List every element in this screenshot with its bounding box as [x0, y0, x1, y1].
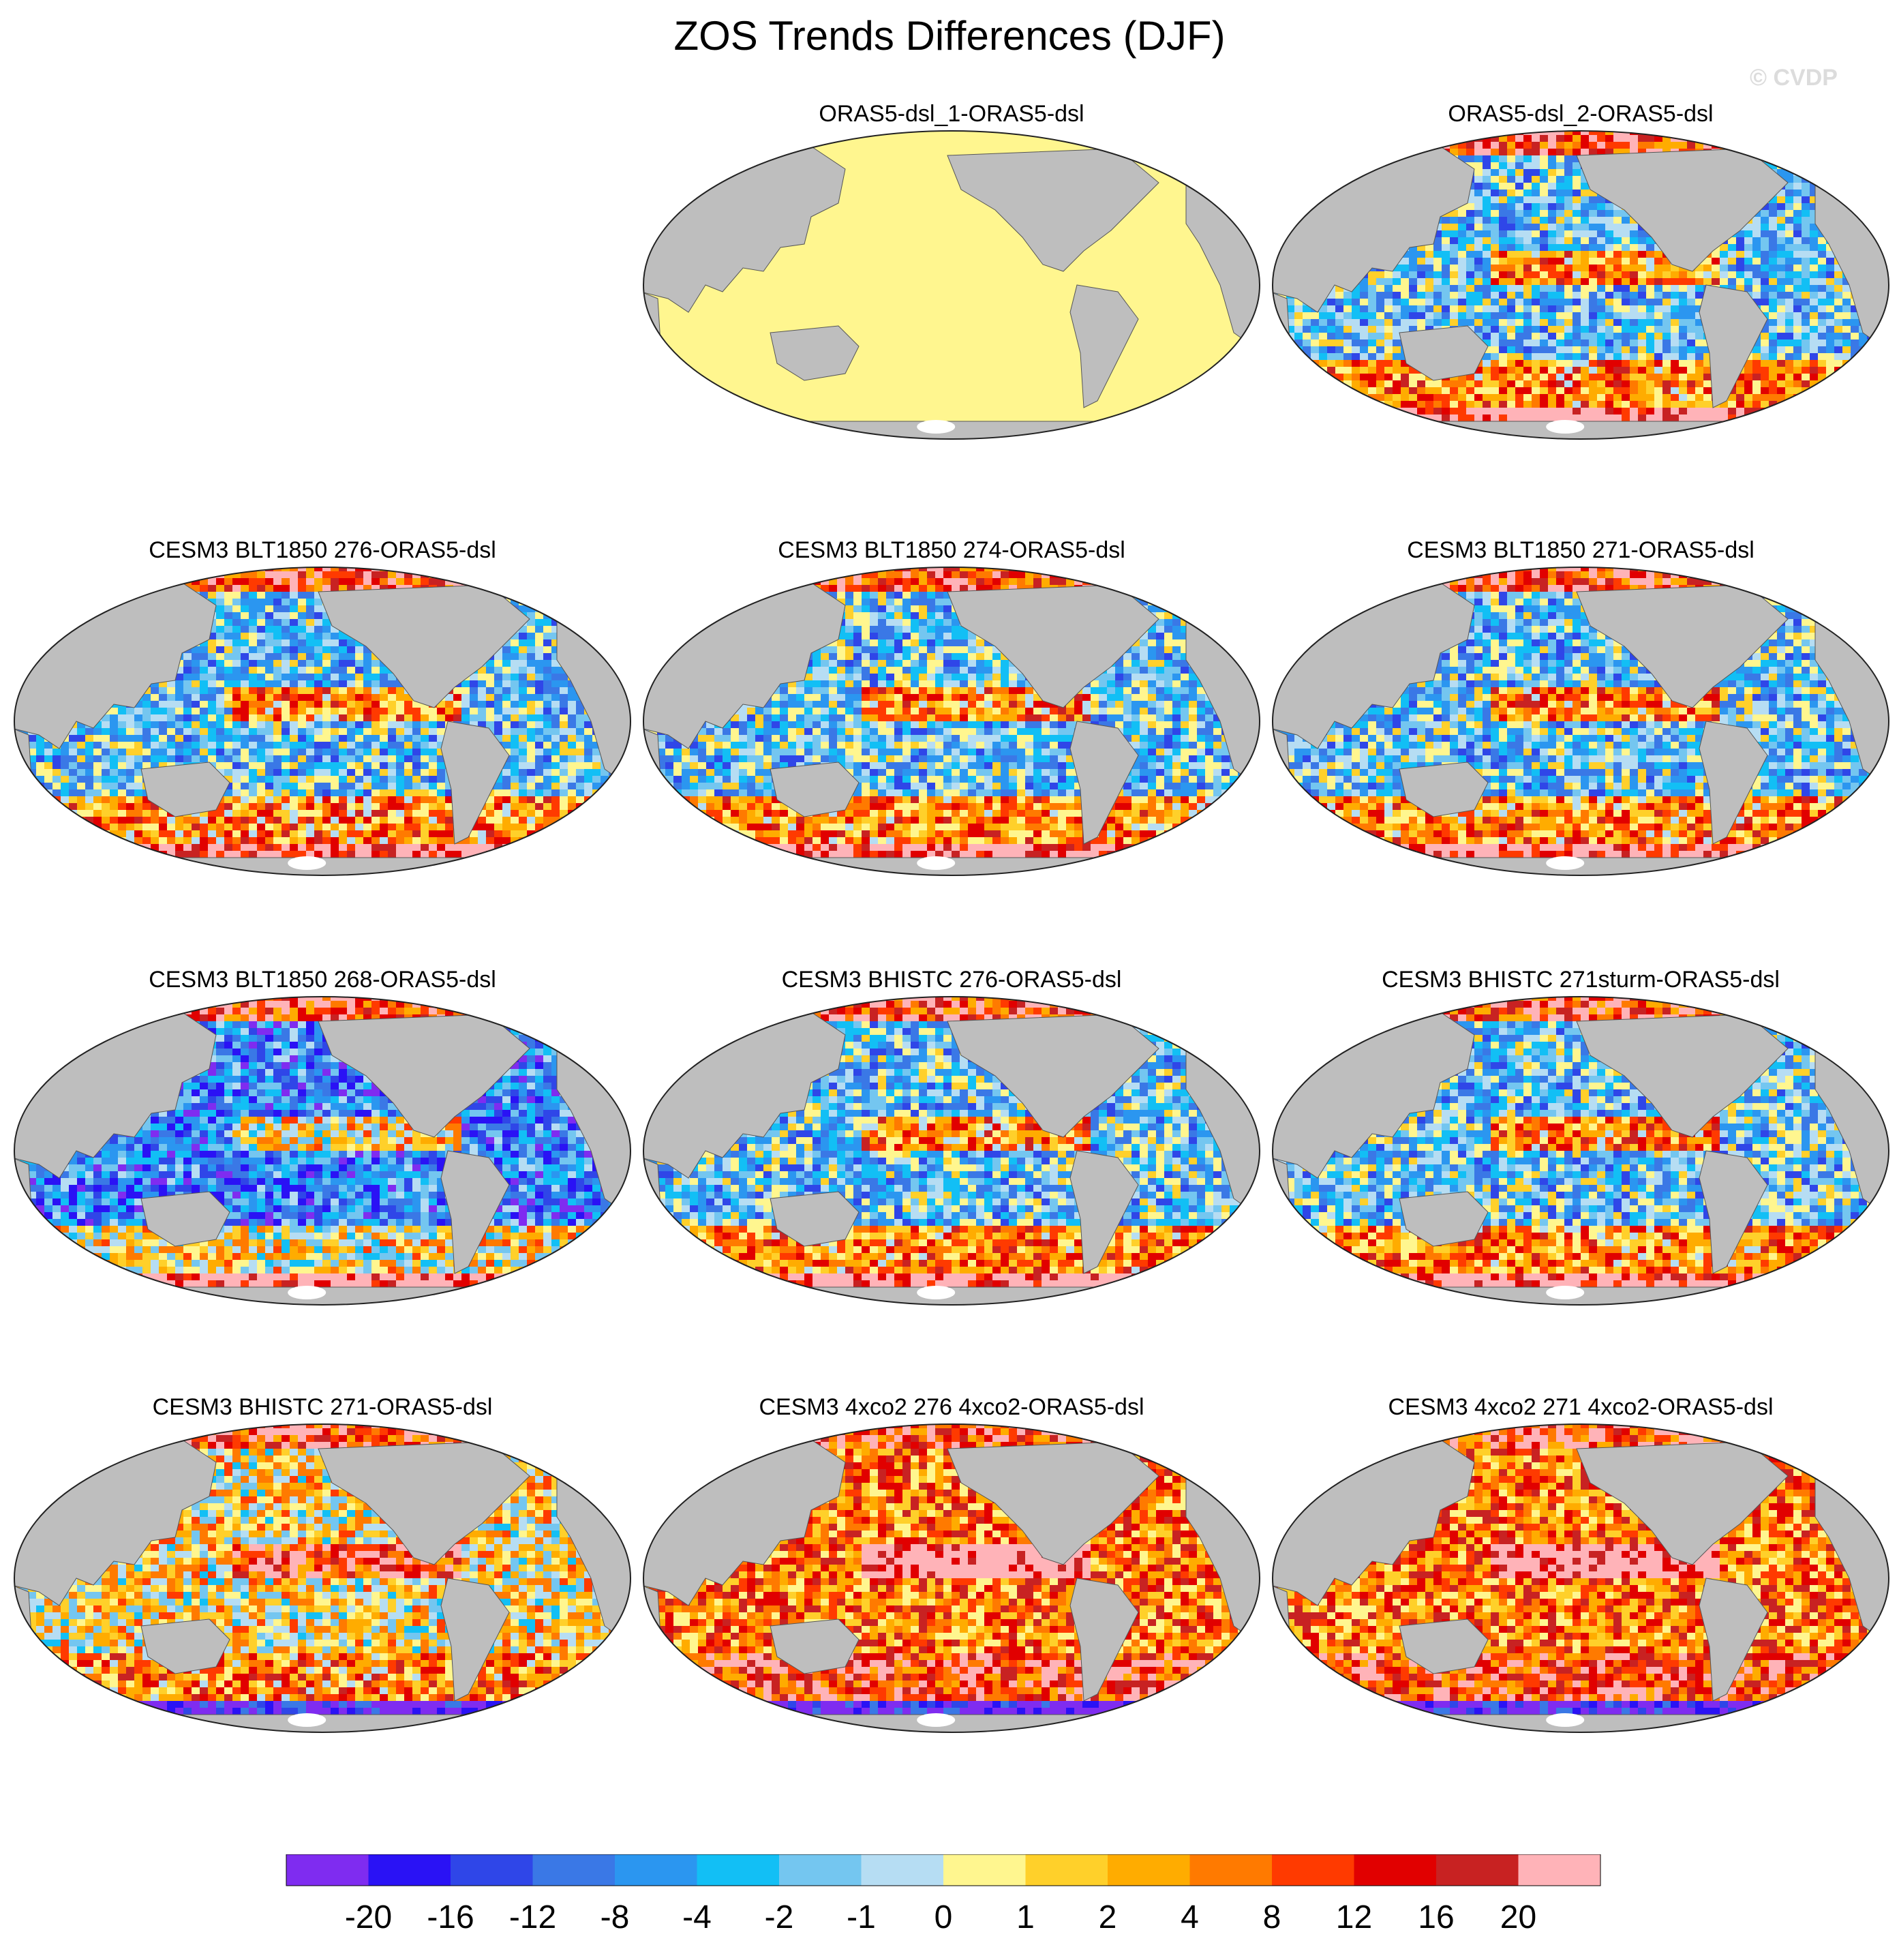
colorbar-tick-label: -12 — [509, 1899, 556, 1935]
panel-title: CESM3 BHISTC 271sturm-ORAS5-dsl — [1267, 967, 1894, 993]
map-outline — [14, 567, 631, 876]
colorbar-swatch — [532, 1854, 616, 1886]
colorbar-tick-label: -8 — [601, 1899, 630, 1935]
world-map-panel — [1272, 130, 1889, 440]
panel-title: ORAS5-dsl_1-ORAS5-dsl — [638, 101, 1265, 127]
map-outline — [643, 567, 1260, 876]
world-map-panel — [1272, 567, 1889, 876]
colorbar-tick-label: 8 — [1263, 1899, 1281, 1935]
map-outline — [14, 1423, 631, 1733]
colorbar-tick-label: 2 — [1099, 1899, 1117, 1935]
map-outline — [643, 1423, 1260, 1733]
colorbar-swatch — [1436, 1854, 1519, 1886]
colorbar-tick-label: 4 — [1181, 1899, 1199, 1935]
world-map-panel — [1272, 1423, 1889, 1733]
cvdp-watermark: © CVDP — [1750, 65, 1838, 91]
colorbar-swatch — [779, 1854, 862, 1886]
colorbar-tick-label: 16 — [1418, 1899, 1454, 1935]
map-outline — [643, 996, 1260, 1306]
colorbar: -20 -16 -12 -8 -4 -2 -1 0 1 2 4 8 12 16 20 — [286, 1854, 1601, 1935]
panel-title: CESM3 BLT1850 271-ORAS5-dsl — [1267, 537, 1894, 564]
world-map-panel — [14, 567, 631, 876]
panel-title: CESM3 BLT1850 268-ORAS5-dsl — [9, 967, 636, 993]
colorbar-tick-label: -2 — [765, 1899, 794, 1935]
map-outline — [1272, 567, 1889, 876]
colorbar-tick-label: 1 — [1016, 1899, 1035, 1935]
colorbar-tick-label: 0 — [935, 1899, 953, 1935]
panel-title: CESM3 BLT1850 274-ORAS5-dsl — [638, 537, 1265, 564]
colorbar-swatch — [1189, 1854, 1273, 1886]
colorbar-swatch — [1518, 1854, 1601, 1886]
world-map-panel — [643, 567, 1260, 876]
map-outline — [1272, 996, 1889, 1306]
colorbar-swatch — [451, 1854, 533, 1886]
panel-title: CESM3 BLT1850 276-ORAS5-dsl — [9, 537, 636, 564]
world-map-panel — [643, 130, 1260, 440]
panel-title: ORAS5-dsl_2-ORAS5-dsl — [1267, 101, 1894, 127]
world-map-panel — [643, 1423, 1260, 1733]
colorbar-swatch — [1354, 1854, 1437, 1886]
figure-title: ZOS Trends Differences (DJF) — [0, 12, 1899, 59]
map-outline — [1272, 1423, 1889, 1733]
world-map-panel — [14, 996, 631, 1306]
panel-title: CESM3 BHISTC 276-ORAS5-dsl — [638, 967, 1265, 993]
world-map-panel — [1272, 996, 1889, 1306]
colorbar-swatch — [1272, 1854, 1354, 1886]
colorbar-swatch — [861, 1854, 944, 1886]
colorbar-swatch — [1108, 1854, 1190, 1886]
map-outline — [643, 130, 1260, 440]
colorbar-tick-label: -4 — [682, 1899, 712, 1935]
world-map-panel — [14, 1423, 631, 1733]
panel-title: CESM3 BHISTC 271-ORAS5-dsl — [9, 1394, 636, 1421]
colorbar-frame — [286, 1854, 1601, 1886]
colorbar-swatch — [943, 1854, 1026, 1886]
colorbar-tick-label: 20 — [1500, 1899, 1536, 1935]
map-outline — [14, 996, 631, 1306]
colorbar-swatch — [286, 1854, 369, 1886]
panel-title: CESM3 4xco2 276 4xco2-ORAS5-dsl — [638, 1394, 1265, 1421]
colorbar-swatch — [1025, 1854, 1108, 1886]
colorbar-tick-label: -16 — [427, 1899, 474, 1935]
world-map-panel — [643, 996, 1260, 1306]
panel-title: CESM3 4xco2 271 4xco2-ORAS5-dsl — [1267, 1394, 1894, 1421]
map-outline — [1272, 130, 1889, 440]
colorbar-tick-label: 12 — [1336, 1899, 1372, 1935]
colorbar-swatch — [697, 1854, 780, 1886]
colorbar-tick-label: -20 — [345, 1899, 392, 1935]
colorbar-swatch — [368, 1854, 451, 1886]
colorbar-swatch — [615, 1854, 697, 1886]
colorbar-tick-label: -1 — [847, 1899, 876, 1935]
